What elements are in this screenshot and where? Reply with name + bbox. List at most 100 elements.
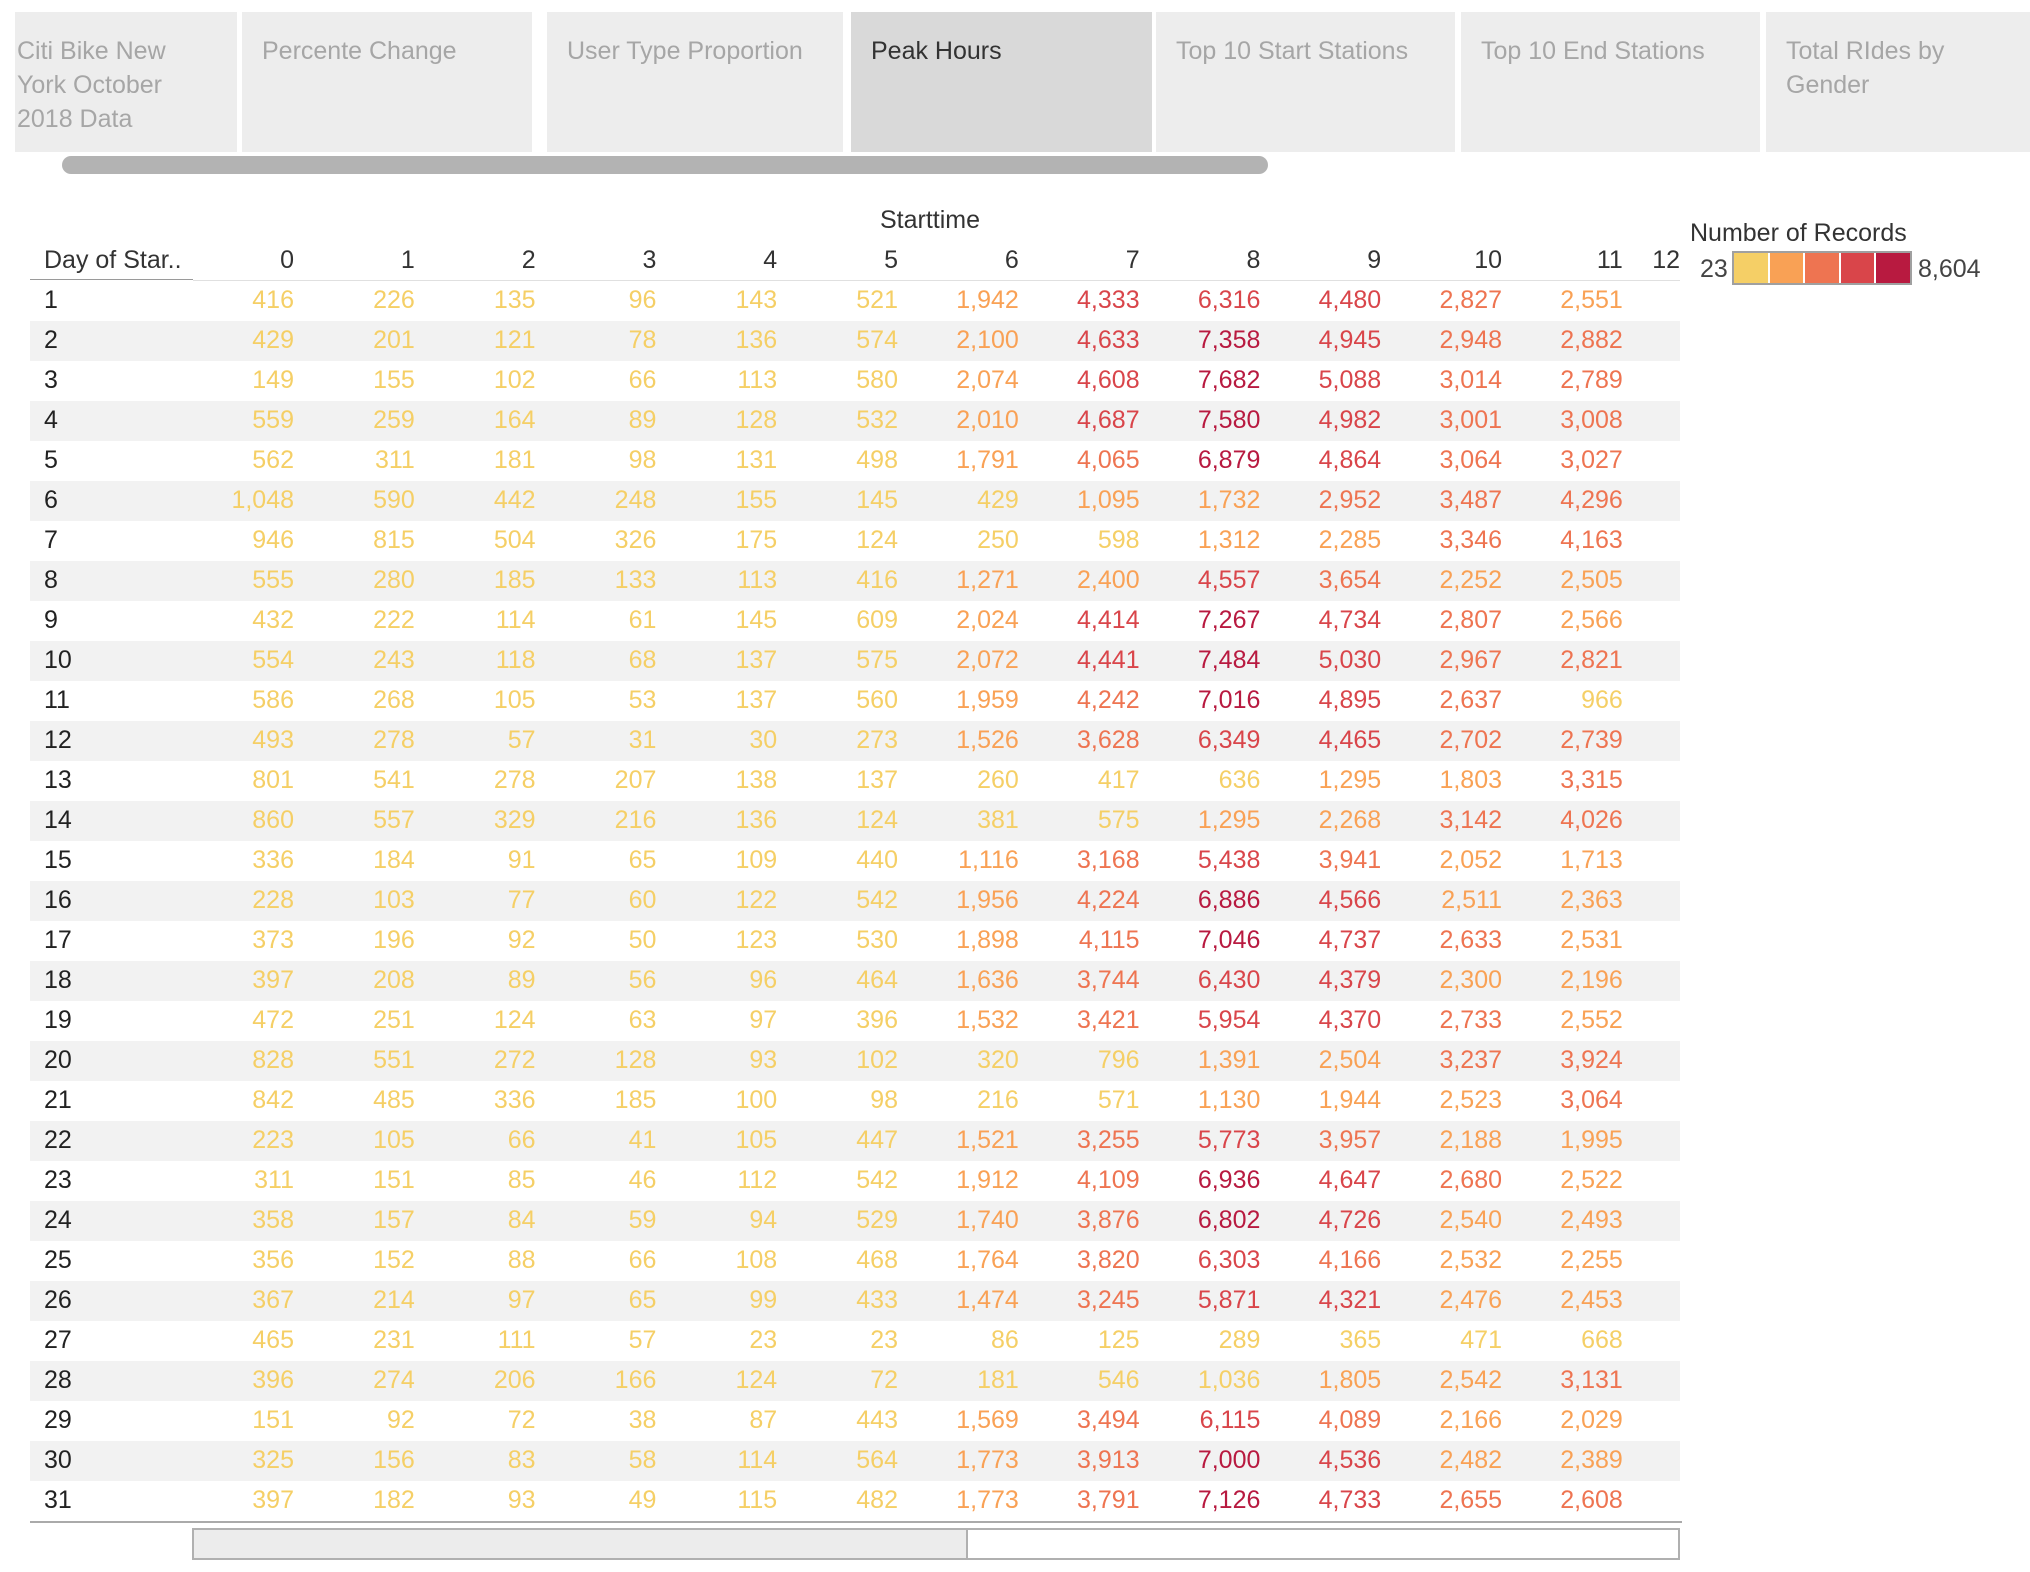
row-label-day[interactable]: 13 bbox=[44, 766, 72, 794]
table-cell[interactable]: 2,702 bbox=[1439, 726, 1502, 754]
table-cell[interactable]: 2,739 bbox=[1560, 726, 1623, 754]
table-cell[interactable]: 598 bbox=[1097, 526, 1140, 554]
table-cell[interactable]: 2,882 bbox=[1560, 326, 1623, 354]
table-cell[interactable]: 1,773 bbox=[956, 1446, 1019, 1474]
table-cell[interactable]: 268 bbox=[373, 686, 415, 714]
table-cell[interactable]: 128 bbox=[735, 406, 778, 434]
row-label-day[interactable]: 31 bbox=[44, 1486, 72, 1514]
row-label-day[interactable]: 30 bbox=[44, 1446, 72, 1474]
table-cell[interactable]: 100 bbox=[735, 1086, 778, 1114]
horizontal-scrollbar[interactable] bbox=[192, 1528, 1680, 1560]
row-label-day[interactable]: 16 bbox=[44, 886, 72, 914]
table-cell[interactable]: 251 bbox=[373, 1006, 415, 1034]
table-cell[interactable]: 65 bbox=[628, 846, 657, 874]
table-cell[interactable]: 440 bbox=[856, 846, 898, 874]
table-cell[interactable]: 4,566 bbox=[1318, 886, 1382, 914]
table-cell[interactable]: 2,552 bbox=[1560, 1006, 1623, 1034]
table-cell[interactable]: 156 bbox=[373, 1446, 415, 1474]
table-cell[interactable]: 112 bbox=[737, 1166, 778, 1194]
table-cell[interactable]: 3,876 bbox=[1077, 1206, 1140, 1234]
table-cell[interactable]: 416 bbox=[252, 286, 294, 314]
table-cell[interactable]: 152 bbox=[373, 1246, 415, 1274]
table-cell[interactable]: 5,088 bbox=[1318, 366, 1382, 394]
table-cell[interactable]: 842 bbox=[252, 1086, 294, 1114]
table-cell[interactable]: 2,789 bbox=[1560, 366, 1623, 394]
table-cell[interactable]: 57 bbox=[628, 1326, 657, 1354]
column-header-hour[interactable]: 5 bbox=[884, 246, 898, 274]
table-cell[interactable]: 92 bbox=[386, 1406, 415, 1434]
table-cell[interactable]: 124 bbox=[493, 1006, 536, 1034]
table-cell[interactable]: 66 bbox=[507, 1126, 536, 1154]
table-cell[interactable]: 367 bbox=[252, 1286, 294, 1314]
table-cell[interactable]: 2,252 bbox=[1439, 566, 1502, 594]
row-label-day[interactable]: 12 bbox=[44, 726, 72, 754]
table-cell[interactable]: 4,557 bbox=[1197, 566, 1261, 594]
table-cell[interactable]: 4,734 bbox=[1318, 606, 1382, 634]
table-cell[interactable]: 2,733 bbox=[1439, 1006, 1502, 1034]
table-cell[interactable]: 103 bbox=[373, 886, 415, 914]
table-cell[interactable]: 1,944 bbox=[1318, 1086, 1382, 1114]
table-cell[interactable]: 185 bbox=[493, 566, 536, 594]
table-cell[interactable]: 6,886 bbox=[1197, 886, 1261, 914]
table-cell[interactable]: 4,321 bbox=[1318, 1286, 1382, 1314]
row-label-day[interactable]: 5 bbox=[44, 446, 58, 474]
table-cell[interactable]: 278 bbox=[493, 766, 536, 794]
table-cell[interactable]: 575 bbox=[856, 646, 898, 674]
table-cell[interactable]: 72 bbox=[507, 1406, 536, 1434]
table-cell[interactable]: 91 bbox=[507, 846, 536, 874]
table-cell[interactable]: 3,494 bbox=[1077, 1406, 1140, 1434]
table-cell[interactable]: 181 bbox=[493, 446, 536, 474]
table-cell[interactable]: 3,008 bbox=[1560, 406, 1623, 434]
row-label-day[interactable]: 22 bbox=[44, 1126, 72, 1154]
table-cell[interactable]: 49 bbox=[628, 1486, 657, 1514]
table-cell[interactable]: 60 bbox=[628, 886, 657, 914]
table-cell[interactable]: 3,487 bbox=[1439, 486, 1502, 514]
table-cell[interactable]: 136 bbox=[735, 806, 778, 834]
table-cell[interactable]: 311 bbox=[374, 446, 415, 474]
table-cell[interactable]: 1,791 bbox=[956, 446, 1019, 474]
table-cell[interactable]: 4,982 bbox=[1318, 406, 1382, 434]
table-cell[interactable]: 530 bbox=[856, 926, 898, 954]
table-cell[interactable]: 260 bbox=[977, 766, 1019, 794]
table-cell[interactable]: 4,733 bbox=[1318, 1486, 1382, 1514]
row-label-day[interactable]: 23 bbox=[44, 1166, 72, 1194]
table-cell[interactable]: 7,126 bbox=[1197, 1486, 1261, 1514]
table-cell[interactable]: 4,608 bbox=[1077, 366, 1140, 394]
table-cell[interactable]: 1,956 bbox=[956, 886, 1019, 914]
table-cell[interactable]: 1,898 bbox=[956, 926, 1019, 954]
table-cell[interactable]: 2,052 bbox=[1439, 846, 1502, 874]
row-label-day[interactable]: 14 bbox=[44, 806, 72, 834]
table-cell[interactable]: 417 bbox=[1097, 766, 1140, 794]
table-cell[interactable]: 4,163 bbox=[1560, 526, 1623, 554]
table-cell[interactable]: 3,315 bbox=[1560, 766, 1623, 794]
table-cell[interactable]: 2,504 bbox=[1318, 1046, 1382, 1074]
table-cell[interactable]: 796 bbox=[1097, 1046, 1140, 1074]
table-cell[interactable]: 4,414 bbox=[1077, 606, 1140, 634]
table-cell[interactable]: 801 bbox=[252, 766, 294, 794]
table-cell[interactable]: 2,389 bbox=[1560, 1446, 1623, 1474]
table-cell[interactable]: 562 bbox=[252, 446, 294, 474]
table-cell[interactable]: 5,030 bbox=[1318, 646, 1382, 674]
table-cell[interactable]: 138 bbox=[735, 766, 778, 794]
table-cell[interactable]: 93 bbox=[749, 1046, 778, 1074]
table-cell[interactable]: 329 bbox=[493, 806, 536, 834]
table-cell[interactable]: 4,465 bbox=[1318, 726, 1382, 754]
table-cell[interactable]: 201 bbox=[373, 326, 415, 354]
table-cell[interactable]: 3,142 bbox=[1439, 806, 1502, 834]
table-cell[interactable]: 4,109 bbox=[1077, 1166, 1140, 1194]
table-cell[interactable]: 1,295 bbox=[1318, 766, 1382, 794]
table-cell[interactable]: 2,531 bbox=[1560, 926, 1623, 954]
table-cell[interactable]: 89 bbox=[628, 406, 657, 434]
row-label-day[interactable]: 10 bbox=[44, 646, 72, 674]
table-cell[interactable]: 143 bbox=[735, 286, 778, 314]
table-cell[interactable]: 4,333 bbox=[1077, 286, 1140, 314]
table-cell[interactable]: 2,821 bbox=[1560, 646, 1623, 674]
table-cell[interactable]: 432 bbox=[252, 606, 294, 634]
table-cell[interactable]: 2,100 bbox=[956, 326, 1019, 354]
table-cell[interactable]: 5,954 bbox=[1197, 1006, 1261, 1034]
table-cell[interactable]: 2,188 bbox=[1439, 1126, 1502, 1154]
table-cell[interactable]: 46 bbox=[628, 1166, 657, 1194]
table-cell[interactable]: 31 bbox=[628, 726, 657, 754]
tab-user-type-proportion[interactable]: User Type Proportion bbox=[547, 12, 843, 152]
table-cell[interactable]: 4,089 bbox=[1318, 1406, 1382, 1434]
